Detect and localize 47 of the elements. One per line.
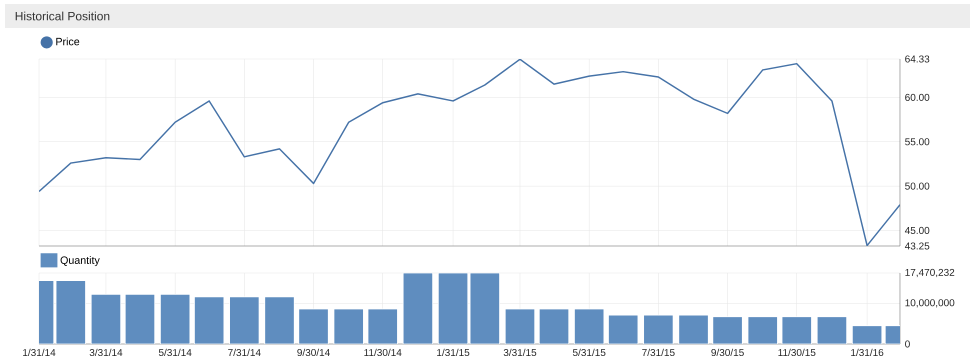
bar <box>264 296 295 344</box>
bar <box>504 308 536 344</box>
x-tick-label: 7/31/14 <box>228 348 261 356</box>
x-tick-label: 3/31/14 <box>90 348 122 356</box>
legend-label: Quantity <box>60 256 100 266</box>
bar <box>194 296 224 344</box>
bar <box>334 308 364 344</box>
x-tick-label: 5/31/14 <box>158 348 192 356</box>
y-tick-label: 55.00 <box>905 138 930 146</box>
y-tick-label: 17,470,232 <box>905 268 954 278</box>
line-series <box>39 59 900 246</box>
chart-title: Historical Position <box>16 12 110 20</box>
bar <box>678 314 709 344</box>
bar <box>229 296 260 344</box>
x-tick-label: 1/31/15 <box>437 348 470 356</box>
x-tick-label: 1/31/16 <box>851 348 884 356</box>
bar <box>782 316 812 344</box>
bar <box>402 272 434 344</box>
x-tick-label: 7/31/15 <box>642 348 675 356</box>
x-tick-label: 1/31/14 <box>23 348 56 356</box>
bar <box>608 314 638 344</box>
bar <box>712 316 743 344</box>
x-tick-label: 11/30/15 <box>778 348 816 356</box>
x-tick-label: 3/31/15 <box>504 348 536 356</box>
y-tick-label: 0 <box>905 340 910 348</box>
y-tick-label: 60.00 <box>905 94 930 101</box>
bar <box>852 325 882 344</box>
bar <box>160 294 190 344</box>
x-tick-label: 9/30/15 <box>711 348 744 356</box>
bar <box>574 308 604 344</box>
bar <box>124 294 156 344</box>
legend-label: Price <box>56 38 80 46</box>
x-tick-label: 9/30/14 <box>297 348 330 356</box>
y-tick-label: 10,000,000 <box>905 299 954 308</box>
bar <box>90 294 122 344</box>
y-tick-label: 45.00 <box>904 226 930 234</box>
x-tick-label: 11/30/14 <box>364 348 402 356</box>
bar <box>368 308 398 344</box>
bar <box>816 316 848 344</box>
x-tick-label: 5/31/15 <box>572 348 606 356</box>
bar <box>538 308 570 344</box>
y-tick-label: 64.33 <box>905 55 930 63</box>
bar <box>298 308 329 344</box>
bar <box>748 316 778 344</box>
y-tick-label: 50.00 <box>905 182 930 190</box>
bar <box>643 314 674 344</box>
y-tick-label: 43.25 <box>904 242 930 250</box>
